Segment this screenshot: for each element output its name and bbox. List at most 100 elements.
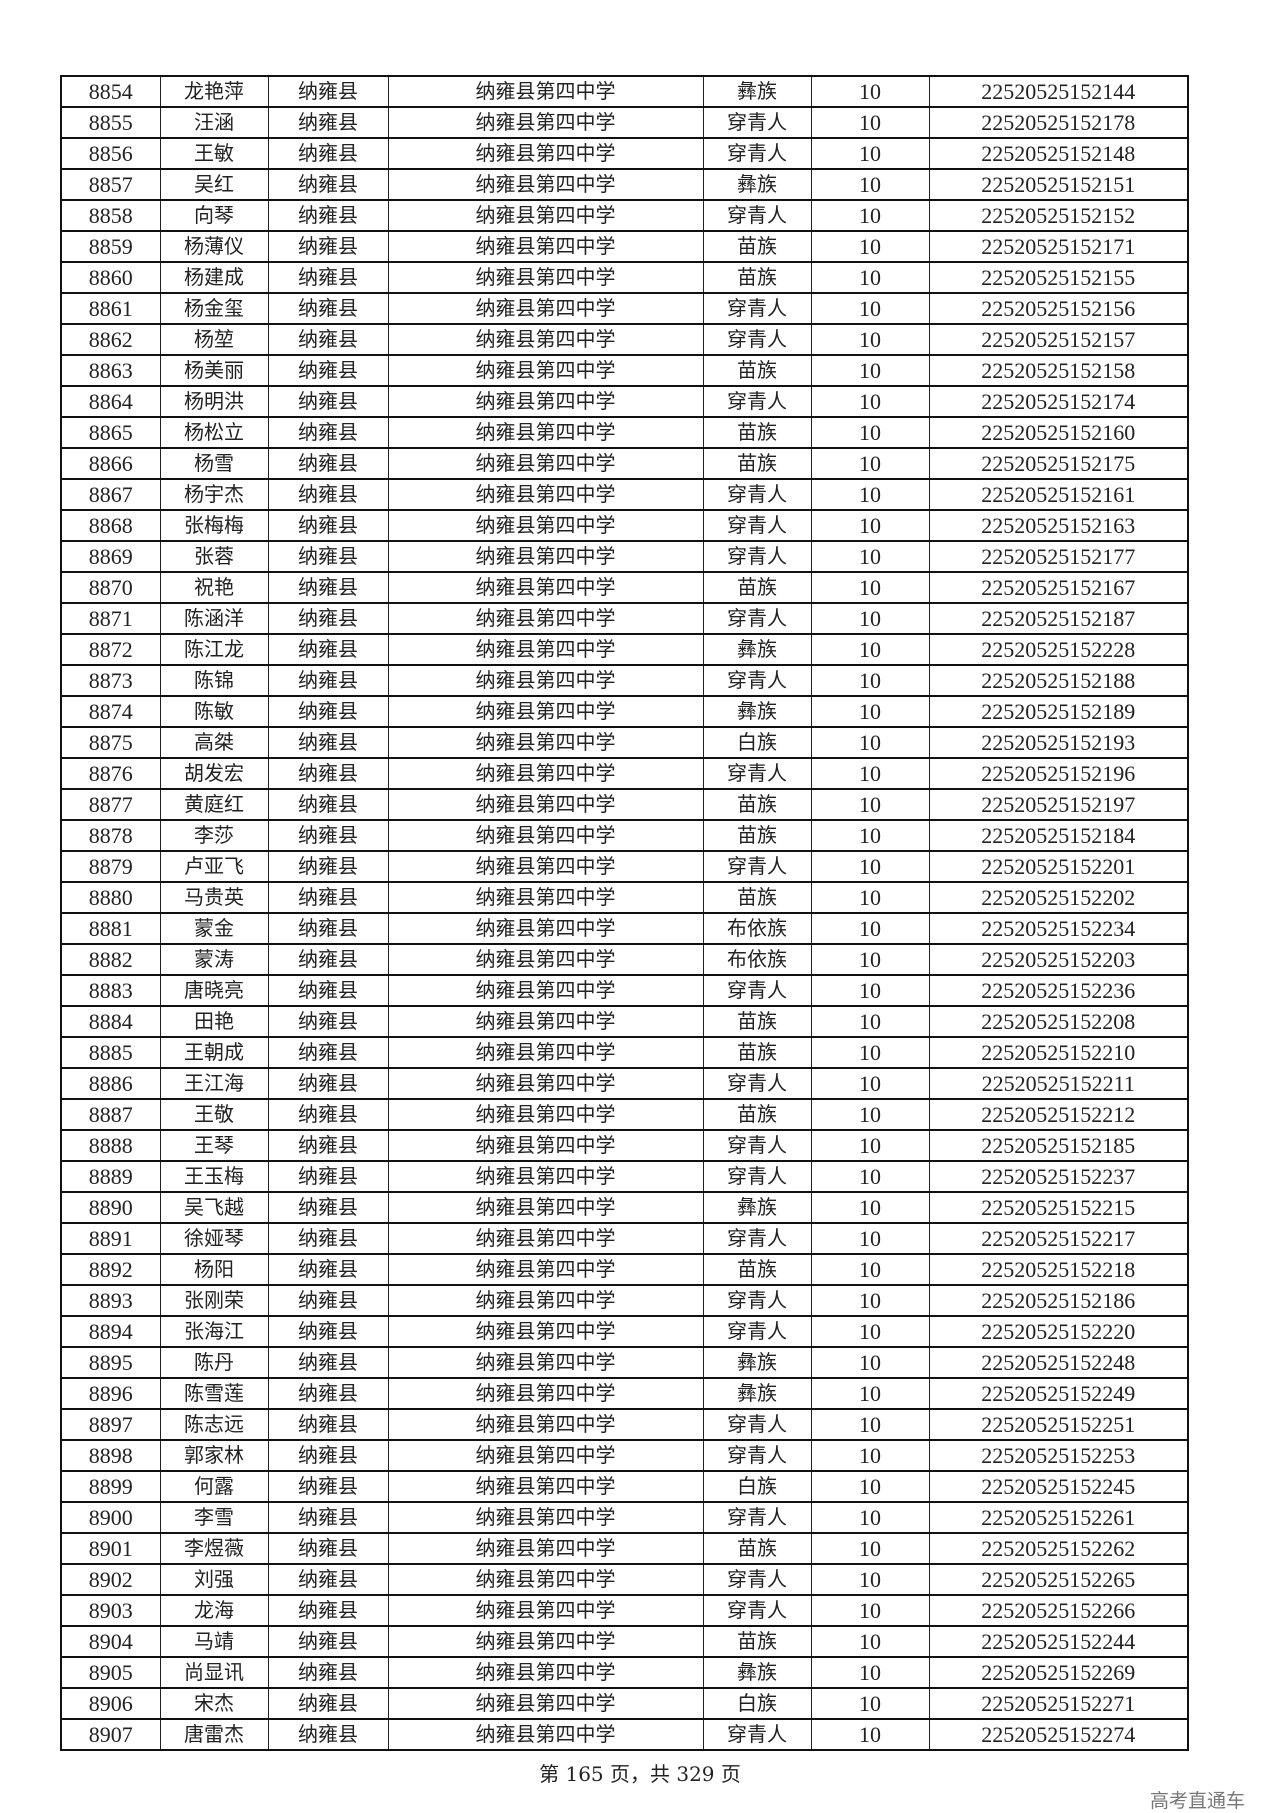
student-name: 胡发宏 <box>159 757 269 790</box>
ethnicity: 穿青人 <box>702 1284 812 1317</box>
score: 10 <box>810 1718 930 1751</box>
student-name: 祝艳 <box>159 571 269 604</box>
exam-id: 22520525152160 <box>928 416 1189 449</box>
exam-id: 22520525152251 <box>928 1408 1189 1441</box>
school: 纳雍县第四中学 <box>387 1470 704 1503</box>
table-row: 8872 陈江龙 纳雍县 纳雍县第四中学 彝族 10 22520525152228 <box>60 633 1189 666</box>
county: 纳雍县 <box>267 1439 389 1472</box>
row-number: 8856 <box>60 137 161 170</box>
student-name: 张海江 <box>159 1315 269 1348</box>
row-number: 8871 <box>60 602 161 635</box>
table-row: 8877 黄庭红 纳雍县 纳雍县第四中学 苗族 10 22520525152197 <box>60 788 1189 821</box>
row-number: 8881 <box>60 912 161 945</box>
table-row: 8900 李雪 纳雍县 纳雍县第四中学 穿青人 10 22520525152261 <box>60 1501 1189 1534</box>
school: 纳雍县第四中学 <box>387 1005 704 1038</box>
table-row: 8887 王敬 纳雍县 纳雍县第四中学 苗族 10 22520525152212 <box>60 1098 1189 1131</box>
row-number: 8872 <box>60 633 161 666</box>
ethnicity: 穿青人 <box>702 292 812 325</box>
school: 纳雍县第四中学 <box>387 1191 704 1224</box>
table-row: 8881 蒙金 纳雍县 纳雍县第四中学 布依族 10 22520525152234 <box>60 912 1189 945</box>
table-row: 8861 杨金玺 纳雍县 纳雍县第四中学 穿青人 10 22520525152156 <box>60 292 1189 325</box>
county: 纳雍县 <box>267 974 389 1007</box>
county: 纳雍县 <box>267 1005 389 1038</box>
county: 纳雍县 <box>267 819 389 852</box>
table-row: 8890 吴飞越 纳雍县 纳雍县第四中学 彝族 10 22520525152215 <box>60 1191 1189 1224</box>
student-name: 王朝成 <box>159 1036 269 1069</box>
ethnicity: 穿青人 <box>702 106 812 139</box>
exam-id: 22520525152157 <box>928 323 1189 356</box>
ethnicity: 穿青人 <box>702 1439 812 1472</box>
county: 纳雍县 <box>267 1067 389 1100</box>
score: 10 <box>810 1315 930 1348</box>
table-row: 8862 杨堃 纳雍县 纳雍县第四中学 穿青人 10 22520525152157 <box>60 323 1189 356</box>
exam-id: 22520525152248 <box>928 1346 1189 1379</box>
table-row: 8854 龙艳萍 纳雍县 纳雍县第四中学 彝族 10 22520525152144 <box>60 75 1189 108</box>
ethnicity: 苗族 <box>702 1098 812 1131</box>
table-row: 8903 龙海 纳雍县 纳雍县第四中学 穿青人 10 22520525152266 <box>60 1594 1189 1627</box>
row-number: 8887 <box>60 1098 161 1131</box>
student-name: 蒙金 <box>159 912 269 945</box>
student-name: 田艳 <box>159 1005 269 1038</box>
page-number: 第 165 页，共 329 页 <box>539 1762 741 1786</box>
county: 纳雍县 <box>267 1284 389 1317</box>
school: 纳雍县第四中学 <box>387 137 704 170</box>
ethnicity: 白族 <box>702 726 812 759</box>
ethnicity: 苗族 <box>702 1253 812 1286</box>
score: 10 <box>810 571 930 604</box>
student-name: 杨宇杰 <box>159 478 269 511</box>
school: 纳雍县第四中学 <box>387 633 704 666</box>
score: 10 <box>810 199 930 232</box>
exam-id: 22520525152203 <box>928 943 1189 976</box>
county: 纳雍县 <box>267 571 389 604</box>
table-row: 8874 陈敏 纳雍县 纳雍县第四中学 彝族 10 22520525152189 <box>60 695 1189 728</box>
student-name: 王玉梅 <box>159 1160 269 1193</box>
ethnicity: 苗族 <box>702 881 812 914</box>
row-number: 8855 <box>60 106 161 139</box>
score: 10 <box>810 943 930 976</box>
row-number: 8876 <box>60 757 161 790</box>
county: 纳雍县 <box>267 664 389 697</box>
exam-id: 22520525152271 <box>928 1687 1189 1720</box>
student-name: 陈敏 <box>159 695 269 728</box>
school: 纳雍县第四中学 <box>387 1315 704 1348</box>
exam-id: 22520525152236 <box>928 974 1189 1007</box>
exam-id: 22520525152148 <box>928 137 1189 170</box>
row-number: 8898 <box>60 1439 161 1472</box>
school: 纳雍县第四中学 <box>387 664 704 697</box>
county: 纳雍县 <box>267 261 389 294</box>
student-name: 陈雪莲 <box>159 1377 269 1410</box>
exam-id: 22520525152155 <box>928 261 1189 294</box>
county: 纳雍县 <box>267 1501 389 1534</box>
school: 纳雍县第四中学 <box>387 1377 704 1410</box>
score: 10 <box>810 1377 930 1410</box>
student-name: 吴红 <box>159 168 269 201</box>
table-row: 8860 杨建成 纳雍县 纳雍县第四中学 苗族 10 22520525152155 <box>60 261 1189 294</box>
ethnicity: 苗族 <box>702 571 812 604</box>
row-number: 8890 <box>60 1191 161 1224</box>
student-name: 王敏 <box>159 137 269 170</box>
county: 纳雍县 <box>267 757 389 790</box>
table-row: 8888 王琴 纳雍县 纳雍县第四中学 穿青人 10 22520525152185 <box>60 1129 1189 1162</box>
student-name: 唐雷杰 <box>159 1718 269 1751</box>
school: 纳雍县第四中学 <box>387 385 704 418</box>
table-row: 8868 张梅梅 纳雍县 纳雍县第四中学 穿青人 10 22520525152163 <box>60 509 1189 542</box>
score: 10 <box>810 1470 930 1503</box>
school: 纳雍县第四中学 <box>387 726 704 759</box>
table-row: 8880 马贵英 纳雍县 纳雍县第四中学 苗族 10 22520525152202 <box>60 881 1189 914</box>
school: 纳雍县第四中学 <box>387 447 704 480</box>
student-name: 尚显讯 <box>159 1656 269 1689</box>
table-row: 8884 田艳 纳雍县 纳雍县第四中学 苗族 10 22520525152208 <box>60 1005 1189 1038</box>
exam-id: 22520525152234 <box>928 912 1189 945</box>
ethnicity: 彝族 <box>702 633 812 666</box>
score: 10 <box>810 292 930 325</box>
school: 纳雍县第四中学 <box>387 1532 704 1565</box>
score: 10 <box>810 1408 930 1441</box>
student-name: 蒙涛 <box>159 943 269 976</box>
county: 纳雍县 <box>267 695 389 728</box>
county: 纳雍县 <box>267 1532 389 1565</box>
student-name: 杨明洪 <box>159 385 269 418</box>
exam-id: 22520525152189 <box>928 695 1189 728</box>
student-name: 李莎 <box>159 819 269 852</box>
exam-id: 22520525152220 <box>928 1315 1189 1348</box>
county: 纳雍县 <box>267 1656 389 1689</box>
